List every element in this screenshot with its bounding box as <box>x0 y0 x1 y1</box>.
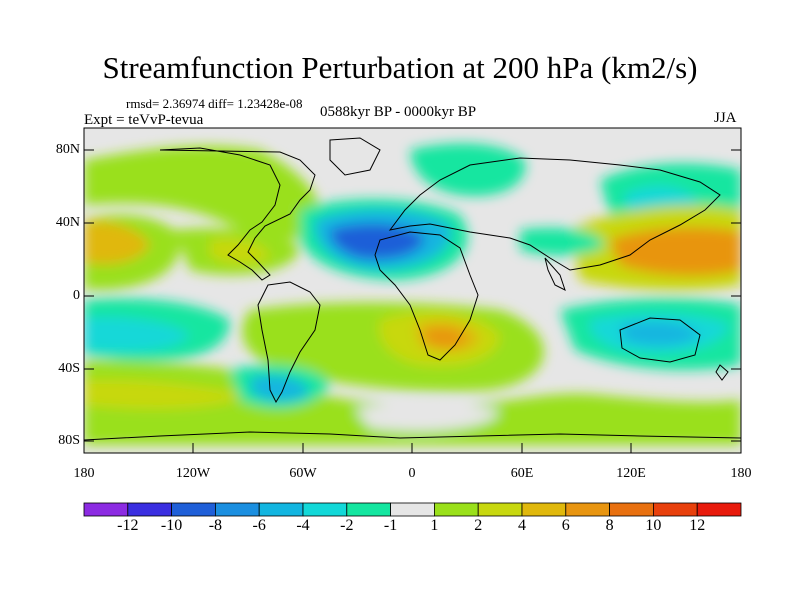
region-pos-atlantic-west-core <box>210 238 270 265</box>
colorbar-label: -4 <box>296 517 310 534</box>
region-neg-atlantic-core <box>330 223 425 260</box>
lat-label-40n: 40N <box>55 215 80 230</box>
coast-south-america <box>257 281 321 404</box>
region-pos-south-africa-max <box>425 328 465 348</box>
contour-field <box>84 128 741 453</box>
lon-label-180e: 180 <box>730 466 752 481</box>
region-pos-southern-ocean-core <box>84 379 250 409</box>
lon-label-0: 0 <box>408 466 416 481</box>
coast-antarctica <box>84 431 741 441</box>
colorbar-label: 10 <box>645 517 662 534</box>
coastlines <box>84 137 741 441</box>
colorbar-swatch <box>171 502 216 517</box>
colorbar-label: 2 <box>474 517 483 534</box>
colorbar-swatch <box>653 502 698 517</box>
colorbar-swatch <box>258 502 304 517</box>
region-pos-east-asia-core <box>610 227 741 276</box>
colorbar-label: -2 <box>340 517 354 534</box>
colorbar-swatch <box>390 502 435 517</box>
colorbar-label: 6 <box>561 517 570 534</box>
colorbar-swatch <box>565 502 610 517</box>
experiment-label: Expt = teVvP-tevua <box>84 112 204 128</box>
colorbar-swatch <box>433 502 479 517</box>
region-neg-indian <box>520 227 605 256</box>
colorbar-swatch <box>302 502 348 517</box>
coast-new-zealand <box>715 364 729 381</box>
colorbar-label: 4 <box>518 517 526 534</box>
region-pos-arctic-europe <box>410 143 526 196</box>
lon-label-180w: 180 <box>73 466 95 481</box>
colorbar-label: -10 <box>160 517 183 534</box>
lon-label-60e: 60E <box>510 466 534 481</box>
plot-title: Streamfunction Perturbation at 200 hPa (… <box>102 50 698 85</box>
coast-eurasia <box>388 157 721 271</box>
colorbar-label: 1 <box>430 517 439 534</box>
coast-australia <box>619 317 701 363</box>
axis-ticks <box>84 149 741 453</box>
colorbar-label: 12 <box>689 517 706 534</box>
colorbar-label: -8 <box>208 517 223 534</box>
lon-label-60w: 60W <box>289 466 317 481</box>
colorbar-swatch <box>346 502 391 517</box>
stats-text: rmsd= 2.36974 diff= 1.23428e-08 <box>126 96 303 111</box>
period-label: 0588kyr BP - 0000kyr BP <box>320 104 477 120</box>
lon-label-120e: 120E <box>616 466 646 481</box>
coast-north-america <box>159 147 316 281</box>
coast-africa <box>374 231 479 361</box>
colorbar-swatch <box>127 502 173 517</box>
region-pos-west-pacific-core <box>84 221 150 265</box>
colorbar-swatch <box>83 502 129 517</box>
lat-label-80s: 80S <box>58 433 80 448</box>
season-label: JJA <box>714 110 737 126</box>
region-pos-north-america <box>84 145 322 240</box>
colorbar-label: -6 <box>252 517 266 534</box>
lon-label-120w: 120W <box>175 466 211 481</box>
coast-india <box>544 257 566 291</box>
colorbar-swatch <box>521 502 567 517</box>
lat-label-0: 0 <box>73 288 80 303</box>
colorbar-swatch <box>214 502 260 517</box>
lat-label-40s: 40S <box>58 361 80 376</box>
region-neg-south-atlantic-core <box>250 375 310 402</box>
colorbar-swatch <box>696 502 742 517</box>
colorbar-label: -12 <box>117 517 139 534</box>
colorbar-swatch <box>609 502 654 517</box>
colorbar-label: -1 <box>383 517 398 534</box>
region-neg-australia-max <box>620 321 700 346</box>
colorbar-swatch <box>477 502 523 517</box>
region-neutral-southern <box>355 402 500 432</box>
coast-greenland <box>329 137 381 176</box>
colorbar-label: 8 <box>605 517 614 534</box>
region-neg-south-pacific-core <box>84 317 190 353</box>
colorbar <box>83 502 742 517</box>
lat-label-80n: 80N <box>55 142 80 157</box>
